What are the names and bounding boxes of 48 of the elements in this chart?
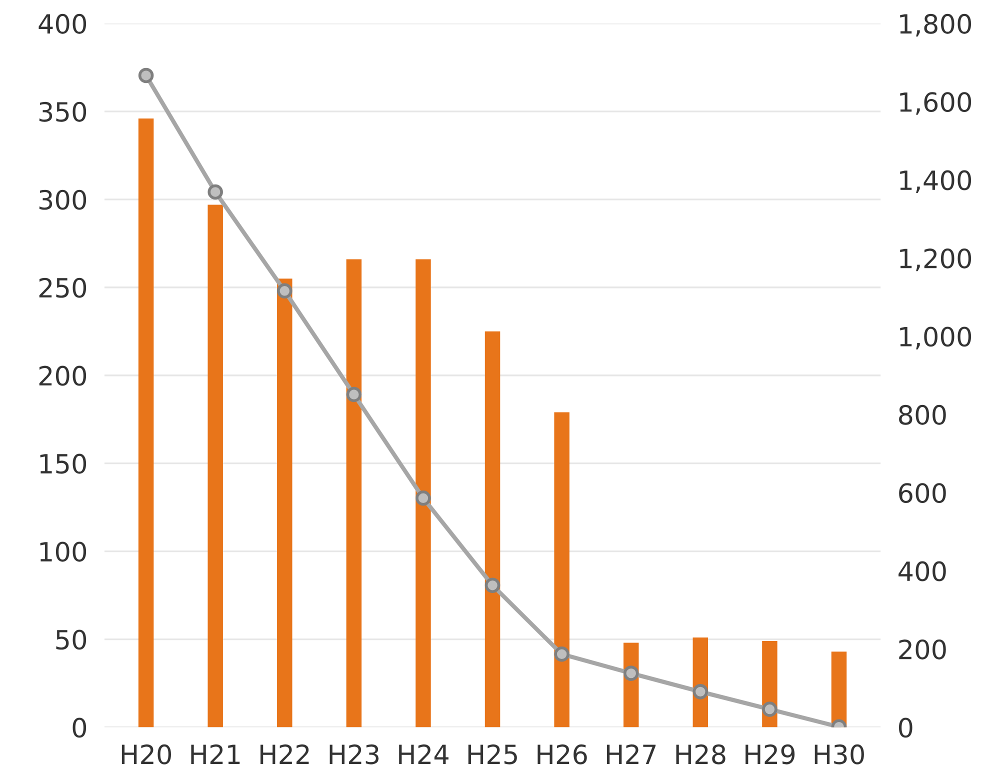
y2-tick-label: 200 <box>899 640 946 660</box>
y-tick-label: 150 <box>40 454 86 474</box>
y-tick-label: 100 <box>40 542 86 562</box>
y2-tick-label: 1,400 <box>900 170 972 193</box>
bar <box>208 204 223 728</box>
x-tick-label: H28 <box>676 744 726 764</box>
y2-tick-label: 1,800 <box>900 14 972 37</box>
point <box>346 386 362 402</box>
point <box>416 490 431 506</box>
bar <box>277 278 292 728</box>
y-tick-label: 200 <box>39 366 86 386</box>
y-tick-label: 0 <box>72 718 86 738</box>
point <box>623 666 639 681</box>
point <box>692 684 708 700</box>
point <box>554 646 570 662</box>
y2-tick-label: 800 <box>899 404 946 425</box>
x-tick-label: H21 <box>191 744 240 764</box>
x-tick-label: H22 <box>260 744 309 764</box>
y2-tick-label: 0 <box>898 718 912 738</box>
x-tick-label: H20 <box>122 744 172 764</box>
point <box>138 68 154 84</box>
bar <box>554 412 570 728</box>
y-tick-label: 250 <box>39 278 86 298</box>
y2-tick-label: 1,600 <box>900 92 972 115</box>
y2-tick-label: 600 <box>899 483 946 504</box>
point <box>762 702 778 717</box>
bar <box>138 118 154 728</box>
bar <box>416 259 431 728</box>
y-tick-label: 50 <box>56 630 86 650</box>
bar <box>484 331 500 728</box>
x-tick-label: H27 <box>606 744 656 764</box>
y-tick-label: 300 <box>39 190 86 210</box>
x-tick-label: H25 <box>468 744 517 764</box>
point <box>277 283 292 299</box>
x-tick-label: H24 <box>399 744 448 764</box>
y-tick-label: 400 <box>38 14 86 34</box>
x-tick-label: H29 <box>746 744 795 764</box>
x-tick-label: H30 <box>814 744 864 764</box>
x-tick-label: H23 <box>330 744 379 764</box>
y2-tick-label: 1,000 <box>900 326 972 350</box>
y-tick-label: 350 <box>39 102 86 122</box>
bar <box>346 259 362 728</box>
bar <box>831 652 847 728</box>
y2-tick-label: 1,200 <box>900 248 972 272</box>
y2-tick-label: 400 <box>898 561 946 582</box>
point <box>484 578 500 593</box>
point <box>208 184 223 200</box>
x-tick-label: H26 <box>538 744 587 764</box>
